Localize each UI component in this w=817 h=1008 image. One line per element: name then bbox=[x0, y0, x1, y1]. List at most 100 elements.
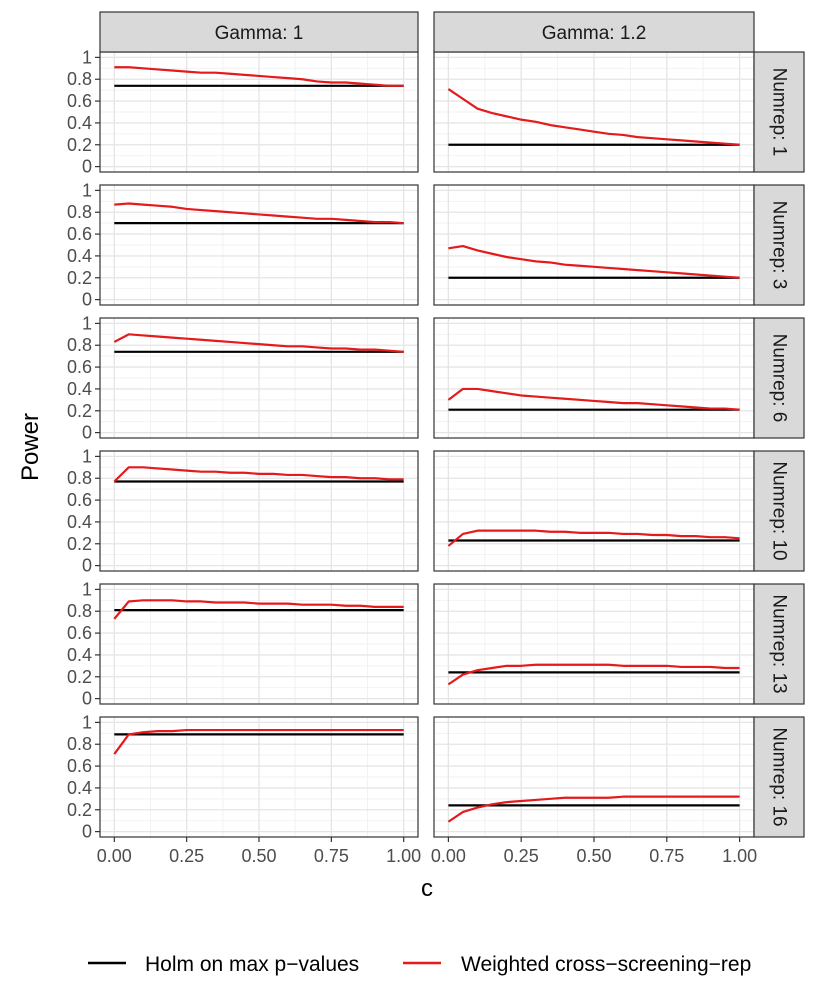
panel-g1-r3 bbox=[433, 450, 755, 572]
y-tick-label: 1 bbox=[82, 712, 92, 732]
y-tick-label: 0.6 bbox=[67, 357, 92, 377]
y-tick-label: 0 bbox=[82, 423, 92, 443]
row-strip-label: Numrep: 13 bbox=[769, 594, 790, 693]
panel-g1-r0 bbox=[433, 51, 755, 173]
row-strip-2: Numrep: 6 bbox=[753, 317, 805, 439]
strip-background bbox=[753, 184, 805, 306]
strip-background bbox=[753, 450, 805, 572]
panel-border bbox=[99, 317, 419, 439]
row-strip-label: Numrep: 10 bbox=[769, 461, 790, 560]
x-tick-label: 0.25 bbox=[504, 846, 539, 866]
x-tick-label: 1.00 bbox=[386, 846, 421, 866]
strip-background bbox=[753, 51, 805, 173]
y-tick-label: 0 bbox=[82, 822, 92, 842]
strips-layer: Gamma: 1 Gamma: 1.2 Numrep: 1 Numrep: 3 Numr… bbox=[99, 11, 805, 838]
column-strip-label: Gamma: 1 bbox=[215, 23, 304, 44]
panel-g1-r4 bbox=[433, 583, 755, 705]
row-strip-5: Numrep: 16 bbox=[753, 716, 805, 838]
row-strip-1: Numrep: 3 bbox=[753, 184, 805, 306]
y-tick-label: 1 bbox=[82, 47, 92, 67]
x-tick-label: 0.25 bbox=[169, 846, 204, 866]
panel-g0-r3 bbox=[99, 450, 419, 572]
panel-g1-r2 bbox=[433, 317, 755, 439]
panel-border bbox=[99, 583, 419, 705]
y-tick-label: 0.8 bbox=[67, 335, 92, 355]
series-line-weighted bbox=[114, 66, 404, 87]
row-strip-label: Numrep: 1 bbox=[769, 68, 790, 157]
y-tick-label: 0.2 bbox=[67, 534, 92, 554]
legend-label-weighted: Weighted cross−screening−rep bbox=[461, 953, 751, 976]
series-line-weighted bbox=[113, 333, 404, 353]
panel-border bbox=[99, 450, 419, 572]
panel-g0-r5 bbox=[99, 716, 419, 838]
y-tick-label: 0.4 bbox=[67, 113, 92, 133]
y-tick-label: 0.8 bbox=[67, 69, 92, 89]
series-line-weighted bbox=[447, 529, 740, 547]
row-strip-4: Numrep: 13 bbox=[753, 583, 805, 705]
series-line-weighted bbox=[447, 663, 740, 686]
y-tick-label: 0.4 bbox=[67, 645, 92, 665]
y-tick-label: 0.6 bbox=[67, 756, 92, 776]
panels-layer bbox=[99, 51, 755, 838]
series-line-weighted bbox=[113, 599, 404, 620]
y-tick-label: 1 bbox=[82, 313, 92, 333]
y-tick-label: 1 bbox=[82, 579, 92, 599]
y-tick-label: 0.4 bbox=[67, 778, 92, 798]
y-tick-label: 0.2 bbox=[67, 268, 92, 288]
series-line-weighted bbox=[113, 466, 404, 483]
panel-g0-r0 bbox=[99, 51, 419, 173]
series-line-weighted bbox=[447, 387, 740, 411]
column-strip-label: Gamma: 1.2 bbox=[542, 23, 647, 44]
y-tick-label: 0 bbox=[82, 157, 92, 177]
series-line-weighted bbox=[448, 244, 740, 279]
series-line-weighted bbox=[447, 795, 740, 823]
x-tick-label: 0.50 bbox=[576, 846, 611, 866]
series-line-weighted bbox=[447, 88, 740, 146]
y-tick-label: 1 bbox=[82, 446, 92, 466]
y-tick-label: 0 bbox=[82, 689, 92, 709]
x-tick-label: 0.75 bbox=[314, 846, 349, 866]
panel-g1-r1 bbox=[433, 184, 755, 306]
strip-background bbox=[753, 716, 805, 838]
row-strip-0: Numrep: 1 bbox=[753, 51, 805, 173]
row-strip-3: Numrep: 10 bbox=[753, 450, 805, 572]
x-tick-label: 0.75 bbox=[649, 846, 684, 866]
y-axis-layer: 00.20.40.60.8100.20.40.60.8100.20.40.60.… bbox=[67, 47, 100, 842]
y-axis-title: Power bbox=[17, 413, 44, 481]
y-tick-label: 0.8 bbox=[67, 202, 92, 222]
y-tick-label: 0.4 bbox=[67, 379, 92, 399]
row-strip-label: Numrep: 16 bbox=[769, 727, 790, 826]
y-tick-label: 0.6 bbox=[67, 224, 92, 244]
x-tick-label: 1.00 bbox=[722, 846, 757, 866]
panel-g1-r5 bbox=[433, 716, 755, 838]
y-tick-label: 0.6 bbox=[67, 91, 92, 111]
strip-background bbox=[433, 11, 755, 53]
x-tick-label: 0.00 bbox=[431, 846, 466, 866]
y-tick-label: 0 bbox=[82, 556, 92, 576]
x-tick-label: 0.00 bbox=[97, 846, 132, 866]
y-tick-label: 0 bbox=[82, 290, 92, 310]
strip-background bbox=[99, 11, 419, 53]
series-line-weighted bbox=[113, 728, 404, 755]
y-tick-label: 0.8 bbox=[67, 468, 92, 488]
y-tick-label: 0.2 bbox=[67, 667, 92, 687]
y-tick-label: 0.6 bbox=[67, 623, 92, 643]
y-tick-label: 0.2 bbox=[67, 135, 92, 155]
panel-border bbox=[99, 184, 419, 306]
series-line-weighted bbox=[114, 202, 404, 225]
y-tick-label: 0.2 bbox=[67, 401, 92, 421]
strip-background bbox=[753, 583, 805, 705]
y-tick-label: 1 bbox=[82, 180, 92, 200]
row-strip-label: Numrep: 3 bbox=[769, 201, 790, 290]
strip-background bbox=[753, 317, 805, 439]
panel-g0-r1 bbox=[99, 184, 419, 306]
x-axis-title: c bbox=[421, 875, 433, 902]
y-tick-label: 0.8 bbox=[67, 601, 92, 621]
column-strip-1: Gamma: 1.2 bbox=[433, 11, 755, 53]
y-tick-label: 0.8 bbox=[67, 734, 92, 754]
y-tick-label: 0.2 bbox=[67, 800, 92, 820]
y-tick-label: 0.6 bbox=[67, 490, 92, 510]
y-tick-label: 0.4 bbox=[67, 512, 92, 532]
x-tick-label: 0.50 bbox=[241, 846, 276, 866]
